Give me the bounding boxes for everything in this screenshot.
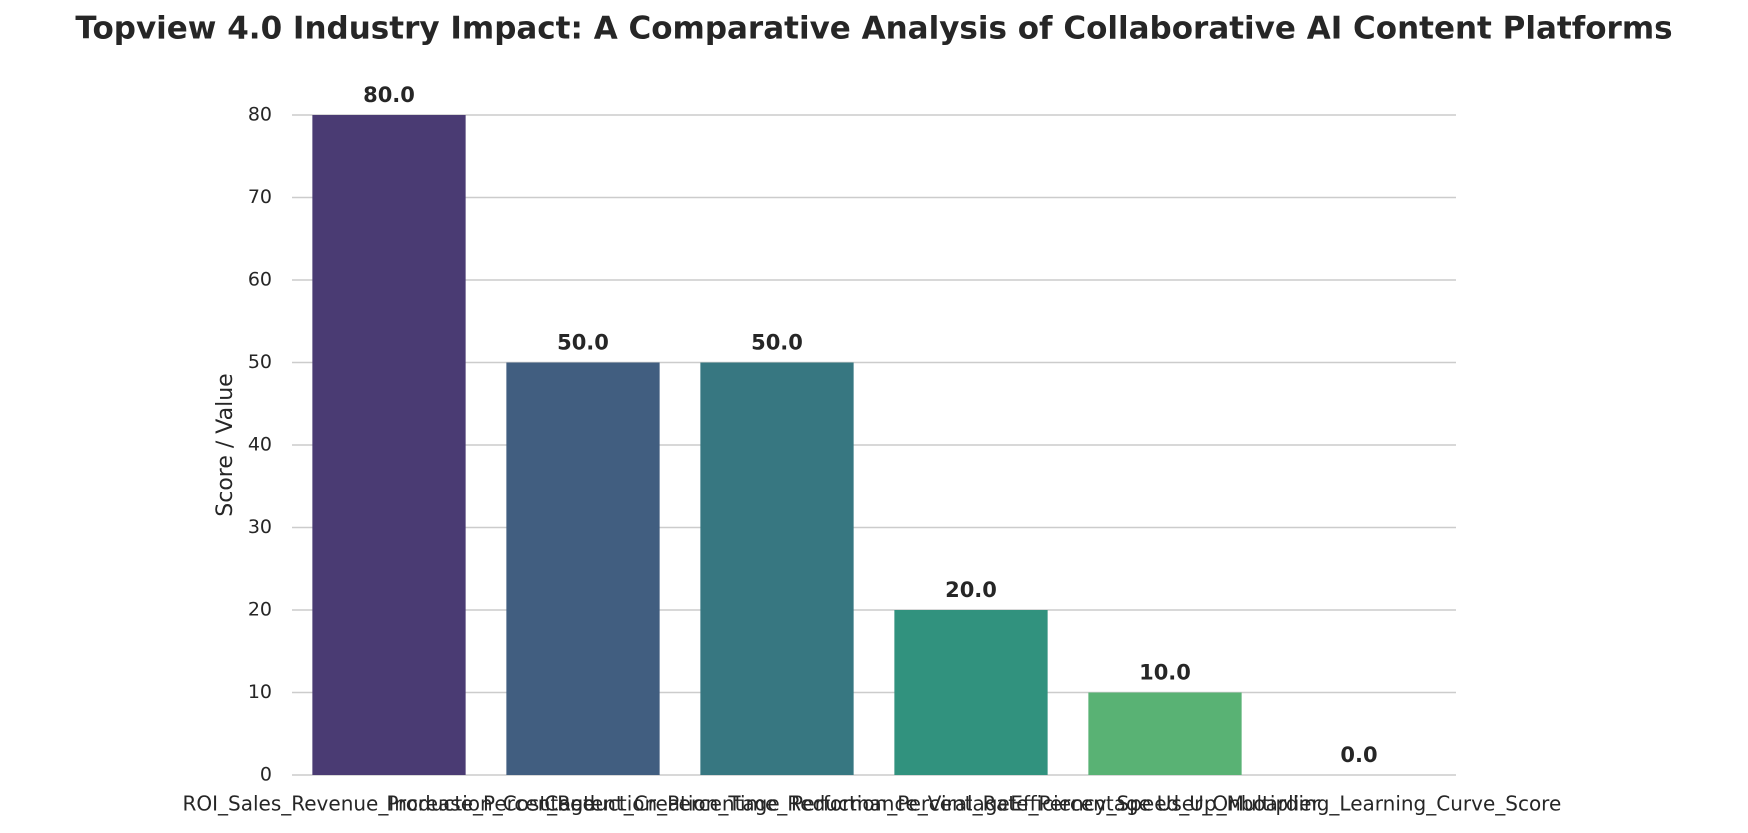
- x-tick-label: Performance_Viral_Rate_Percentage: [791, 792, 1151, 816]
- y-tick-label: 60: [248, 269, 272, 291]
- x-tick-label: Content_Creation_Time_Reduction_Percenta…: [544, 792, 1010, 816]
- y-tick-label: 70: [248, 186, 272, 208]
- value-label: 50.0: [557, 331, 609, 355]
- bar: [506, 362, 660, 775]
- x-tick-label: User_Onboarding_Learning_Curve_Score: [1157, 792, 1562, 816]
- x-tick-label: Production_Cost_Reduction_Percentage: [386, 792, 779, 816]
- value-label: 80.0: [363, 83, 415, 107]
- y-tick-label: 80: [248, 104, 272, 126]
- y-tick-label: 30: [248, 516, 272, 538]
- y-tick-label: 20: [248, 599, 272, 621]
- bar: [894, 610, 1048, 775]
- y-axis-label: Score / Value: [213, 373, 238, 516]
- x-tick-label: ROI_Sales_Revenue_Increase_Percentage: [182, 792, 595, 816]
- value-label: 50.0: [751, 331, 803, 355]
- bar: [312, 115, 466, 775]
- x-tick-label: Efficiency_Speed_Up_Multiplier: [1010, 792, 1320, 816]
- bar: [1088, 692, 1242, 775]
- value-label: 10.0: [1139, 661, 1191, 685]
- bar: [700, 362, 854, 775]
- y-tick-label: 50: [248, 351, 272, 373]
- y-tick-label: 10: [248, 681, 272, 703]
- value-label: 20.0: [945, 578, 997, 602]
- value-label: 0.0: [1340, 743, 1377, 767]
- y-tick-label: 40: [248, 434, 272, 456]
- chart-title: Topview 4.0 Industry Impact: A Comparati…: [75, 11, 1672, 47]
- y-tick-label: 0: [260, 764, 272, 786]
